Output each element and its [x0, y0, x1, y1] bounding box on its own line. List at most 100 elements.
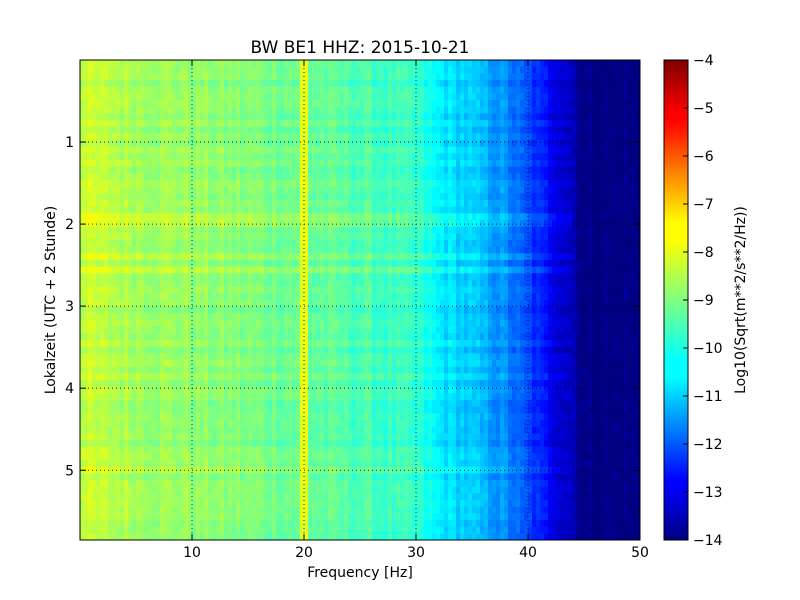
- heatmap-cell: [448, 226, 453, 234]
- heatmap-cell: [484, 60, 489, 68]
- heatmap-cell: [592, 113, 597, 121]
- heatmap-cell: [412, 140, 417, 148]
- heatmap-cell: [536, 160, 541, 168]
- heatmap-cell: [392, 240, 397, 248]
- heatmap-cell: [364, 153, 369, 161]
- heatmap-cell: [464, 273, 469, 281]
- heatmap-cell: [248, 273, 253, 281]
- heatmap-cell: [92, 120, 97, 128]
- heatmap-cell: [416, 226, 421, 234]
- heatmap-cell: [200, 273, 205, 281]
- heatmap-cell: [520, 186, 525, 194]
- heatmap-cell: [348, 126, 353, 134]
- heatmap-cell: [548, 93, 553, 101]
- heatmap-cell: [88, 160, 93, 168]
- heatmap-cell: [224, 240, 229, 248]
- heatmap-cell: [184, 113, 189, 121]
- heatmap-cell: [512, 80, 517, 88]
- heatmap-cell: [96, 160, 101, 168]
- heatmap-cell: [572, 140, 577, 148]
- heatmap-cell: [404, 106, 409, 114]
- heatmap-cell: [388, 266, 393, 274]
- heatmap-cell: [316, 160, 321, 168]
- heatmap-cell: [500, 100, 505, 108]
- heatmap-cell: [428, 93, 433, 101]
- heatmap-cell: [420, 106, 425, 114]
- heatmap-cell: [144, 146, 149, 154]
- heatmap-cell: [196, 260, 201, 268]
- heatmap-cell: [472, 260, 477, 268]
- heatmap-cell: [496, 193, 501, 201]
- heatmap-cell: [508, 93, 513, 101]
- heatmap-cell: [588, 273, 593, 281]
- heatmap-cell: [444, 106, 449, 114]
- heatmap-cell: [540, 160, 545, 168]
- heatmap-cell: [628, 286, 633, 294]
- heatmap-cell: [288, 273, 293, 281]
- heatmap-cell: [288, 226, 293, 234]
- heatmap-cell: [548, 220, 553, 228]
- heatmap-cell: [400, 233, 405, 241]
- heatmap-cell: [256, 146, 261, 154]
- heatmap-cell: [120, 66, 125, 74]
- heatmap-cell: [516, 273, 521, 281]
- heatmap-cell: [564, 253, 569, 261]
- heatmap-cell: [264, 140, 269, 148]
- heatmap-cell: [204, 146, 209, 154]
- heatmap-cell: [508, 113, 513, 121]
- heatmap-cell: [376, 260, 381, 268]
- heatmap-cell: [264, 93, 269, 101]
- heatmap-cell: [160, 220, 165, 228]
- heatmap-cell: [360, 140, 365, 148]
- heatmap-cell: [144, 286, 149, 294]
- heatmap-cell: [468, 200, 473, 208]
- heatmap-cell: [116, 166, 121, 174]
- heatmap-cell: [100, 173, 105, 181]
- heatmap-cell: [620, 246, 625, 254]
- heatmap-cell: [540, 273, 545, 281]
- heatmap-cell: [480, 180, 485, 188]
- heatmap-cell: [412, 206, 417, 214]
- heatmap-cell: [448, 153, 453, 161]
- heatmap-cell: [548, 113, 553, 121]
- heatmap-cell: [396, 100, 401, 108]
- heatmap-cell: [140, 200, 145, 208]
- heatmap-cell: [296, 126, 301, 134]
- heatmap-cell: [376, 266, 381, 274]
- heatmap-cell: [400, 93, 405, 101]
- heatmap-cell: [80, 126, 85, 134]
- heatmap-cell: [488, 220, 493, 228]
- heatmap-cell: [252, 273, 257, 281]
- heatmap-cell: [624, 200, 629, 208]
- heatmap-cell: [300, 100, 305, 108]
- heatmap-cell: [140, 173, 145, 181]
- heatmap-cell: [384, 213, 389, 221]
- heatmap-cell: [124, 200, 129, 208]
- heatmap-cell: [620, 253, 625, 261]
- heatmap-cell: [496, 60, 501, 68]
- heatmap-cell: [84, 113, 89, 121]
- heatmap-cell: [216, 273, 221, 281]
- heatmap-cell: [108, 106, 113, 114]
- heatmap-cell: [604, 60, 609, 68]
- heatmap-cell: [264, 186, 269, 194]
- heatmap-cell: [428, 260, 433, 268]
- heatmap-cell: [312, 133, 317, 141]
- heatmap-cell: [480, 140, 485, 148]
- heatmap-cell: [520, 86, 525, 94]
- heatmap-cell: [120, 220, 125, 228]
- heatmap-cell: [396, 160, 401, 168]
- heatmap-cell: [116, 193, 121, 201]
- heatmap-cell: [436, 120, 441, 128]
- heatmap-cell: [396, 133, 401, 141]
- heatmap-cell: [556, 186, 561, 194]
- heatmap-cell: [460, 86, 465, 94]
- heatmap-cell: [104, 240, 109, 248]
- heatmap-cell: [432, 280, 437, 288]
- heatmap-cell: [112, 273, 117, 281]
- heatmap-cell: [152, 93, 157, 101]
- heatmap-cell: [552, 126, 557, 134]
- heatmap-cell: [208, 106, 213, 114]
- heatmap-cell: [372, 153, 377, 161]
- heatmap-cell: [144, 106, 149, 114]
